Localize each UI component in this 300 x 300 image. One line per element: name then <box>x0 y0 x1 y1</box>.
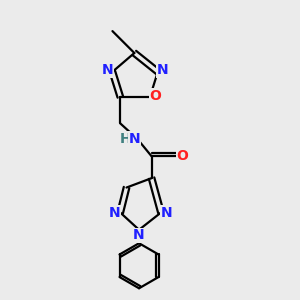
Text: N: N <box>133 228 145 242</box>
Text: N: N <box>157 63 169 77</box>
Text: N: N <box>109 206 121 220</box>
Text: O: O <box>150 89 162 103</box>
Text: O: O <box>176 148 188 163</box>
Text: N: N <box>161 206 172 220</box>
Text: N: N <box>102 63 113 77</box>
Text: H: H <box>120 132 131 146</box>
Text: N: N <box>129 132 141 146</box>
